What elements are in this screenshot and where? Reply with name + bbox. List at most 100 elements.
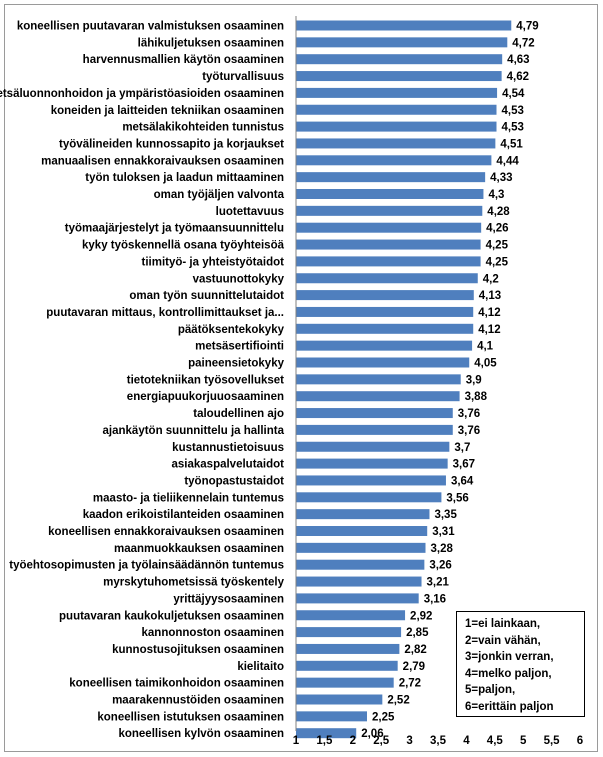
category-label: työehtosopimusten ja työlainsäädännön tu… <box>9 560 284 572</box>
legend-line-2: 2=vain vähän, <box>465 634 541 647</box>
x-tick-label: 4,5 <box>487 735 504 747</box>
bar <box>296 121 497 132</box>
bar <box>296 138 496 149</box>
bar <box>296 559 425 570</box>
bar <box>296 408 453 419</box>
category-label: kunnostusojituksen osaaminen <box>112 644 284 656</box>
category-label: päätöksentekokyky <box>178 324 285 336</box>
bar <box>296 20 512 31</box>
legend-line-3: 3=jonkin verran, <box>465 651 554 664</box>
category-label: tiimityö- ja yhteistyötaidot <box>142 256 285 268</box>
x-tick-label: 6 <box>577 735 583 747</box>
bar <box>296 526 428 536</box>
bar <box>296 340 473 351</box>
x-tick-label: 5 <box>520 735 527 747</box>
data-label: 3,88 <box>465 391 488 403</box>
category-label: työmaajärjestelyt ja työmaansuunnittelu <box>65 223 284 235</box>
category-label: maasto- ja tieliikennelain tuntemus <box>93 492 284 504</box>
data-label: 3,31 <box>432 526 455 538</box>
bar <box>296 87 498 98</box>
category-label: kannonnoston osaaminen <box>142 627 285 639</box>
category-label: kustannustietoisuus <box>172 442 284 454</box>
data-label: 4,26 <box>486 223 508 235</box>
data-label: 2,72 <box>399 678 421 690</box>
category-label: kaadon erikoistilanteiden osaaminen <box>83 509 284 521</box>
bar <box>296 576 422 587</box>
bar <box>296 660 398 671</box>
category-label: koneellisen istutuksen osaaminen <box>97 711 284 723</box>
category-label: koneiden ja laitteiden tekniikan osaamin… <box>51 105 284 117</box>
data-label: 2,85 <box>406 627 429 639</box>
category-label: maarakennustöiden osaaminen <box>112 695 284 707</box>
category-label: kyky työskennellä osana työyhteisöä <box>82 240 285 252</box>
category-label: vastuunottokyky <box>193 273 285 285</box>
bar <box>296 205 483 216</box>
data-label: 4,13 <box>479 290 501 302</box>
category-label: yrittäjyysosaaminen <box>173 593 284 605</box>
data-label: 4,44 <box>496 155 519 167</box>
bar <box>296 104 497 115</box>
bar <box>296 424 453 435</box>
data-label: 4,79 <box>516 21 538 33</box>
bar <box>296 273 478 284</box>
bar <box>296 290 474 301</box>
bar <box>296 677 394 688</box>
data-label: 3,21 <box>427 577 450 589</box>
x-tick-label: 1,5 <box>316 735 333 747</box>
category-label: luotettavuus <box>216 206 284 218</box>
category-label: oman työn suunnittelutaidot <box>129 290 284 302</box>
category-label: metsäsertifiointi <box>195 341 284 353</box>
bar <box>296 542 426 553</box>
category-label: oman työjäljen valvonta <box>154 189 285 201</box>
bar <box>296 475 446 486</box>
bar <box>296 627 402 638</box>
data-label: 4,12 <box>478 324 500 336</box>
bar <box>296 239 481 250</box>
x-tick-label: 5,5 <box>544 735 561 747</box>
bar <box>296 391 460 402</box>
legend-box: 1=ei lainkaan, 2=vain vähän, 3=jonkin ve… <box>456 611 585 717</box>
data-label: 4,72 <box>512 37 534 49</box>
category-label: puutavaran mittaus, kontrollimittaukset … <box>46 307 284 319</box>
data-label: 4,3 <box>488 189 504 201</box>
bar <box>296 306 474 317</box>
data-label: 4,53 <box>502 105 524 117</box>
category-label: energiapuukorjuuosaaminen <box>127 391 284 403</box>
category-label: myrskytuhometsissä työskentely <box>103 577 284 589</box>
bar <box>296 492 442 503</box>
category-label: työturvallisuus <box>202 71 284 83</box>
data-label: 3,64 <box>451 475 474 487</box>
category-label: harvennusmallien käytön osaaminen <box>83 54 284 66</box>
bar <box>296 256 481 267</box>
bar <box>296 54 503 65</box>
category-label: koneellisen puutavaran valmistuksen osaa… <box>17 21 284 33</box>
legend-line-5: 5=paljon, <box>465 684 516 697</box>
data-label: 4,28 <box>487 206 510 218</box>
bar <box>296 357 470 368</box>
bar <box>296 323 474 334</box>
bar <box>296 222 482 233</box>
bar <box>296 441 450 452</box>
bar <box>296 189 484 199</box>
data-label: 3,7 <box>454 442 470 454</box>
data-label: 3,28 <box>431 543 454 555</box>
data-label: 2,82 <box>404 644 426 656</box>
data-label: 4,12 <box>478 307 500 319</box>
data-label: 4,53 <box>502 122 524 134</box>
category-label: paineensietokyky <box>188 358 284 370</box>
bar <box>296 155 492 166</box>
bar <box>296 643 400 654</box>
category-label: metsäluonnonhoidon ja ympäristöasioiden … <box>0 88 284 100</box>
data-label: 4,05 <box>474 358 497 370</box>
data-label: 4,63 <box>507 54 529 66</box>
x-tick-label: 4 <box>463 735 470 747</box>
category-label: taloudellinen ajo <box>193 408 284 420</box>
category-label: maanmuokkauksen osaaminen <box>114 543 284 555</box>
category-label: koneellisen ennakkoraivauksen osaaminen <box>48 526 284 538</box>
data-label: 4,1 <box>477 341 494 353</box>
bar <box>296 509 430 520</box>
category-label: metsälakikohteiden tunnistus <box>122 122 284 134</box>
bar <box>296 71 502 82</box>
bar <box>296 37 508 48</box>
data-label: 3,76 <box>458 408 480 420</box>
